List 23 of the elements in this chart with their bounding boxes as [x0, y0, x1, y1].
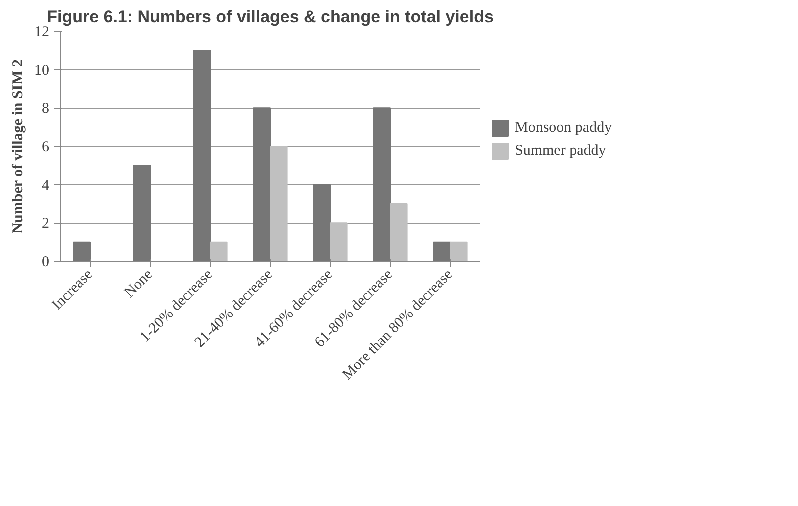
bar	[373, 108, 391, 262]
y-tick-label: 4	[42, 178, 50, 194]
y-tick-label: 8	[42, 101, 50, 118]
bar	[390, 204, 408, 262]
bar	[313, 184, 331, 262]
bar	[133, 165, 151, 262]
bar	[433, 242, 451, 262]
y-tick-label: 6	[42, 140, 50, 156]
bar	[450, 242, 468, 262]
bar	[330, 222, 348, 262]
bar	[73, 242, 91, 262]
y-tick-label: 12	[34, 24, 50, 40]
y-tick-label: 0	[42, 254, 50, 270]
legend-label: Summer paddy	[515, 142, 606, 160]
y-tick-label: 2	[42, 216, 50, 232]
bar	[210, 242, 228, 262]
y-axis-title: Number of village in SIM 2	[10, 59, 26, 234]
chart-title: Figure 6.1: Numbers of villages & change in total yields	[47, 8, 494, 26]
legend-label: Monsoon paddy	[515, 120, 612, 136]
bar	[193, 50, 211, 262]
y-tick-label: 10	[34, 62, 50, 79]
bar	[253, 108, 271, 262]
bar	[270, 146, 288, 262]
